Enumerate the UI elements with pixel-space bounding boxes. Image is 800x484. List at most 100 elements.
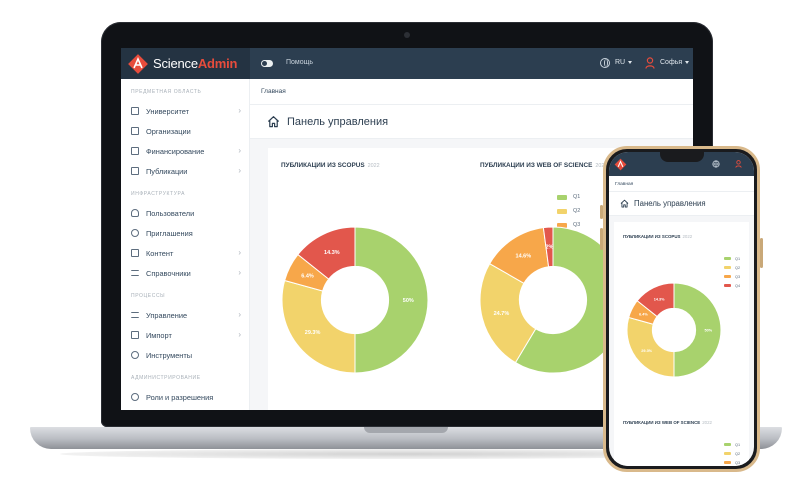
user-icon[interactable]	[735, 160, 742, 168]
slice-label-q4: 14.3%	[324, 250, 340, 256]
legend-item-q3[interactable]: Q3	[557, 218, 580, 232]
sidebar-item-university[interactable]: Университет ›	[131, 104, 241, 118]
breadcrumb[interactable]: Главная	[250, 79, 693, 105]
sliders-icon	[131, 312, 139, 318]
chevron-right-icon: ›	[238, 268, 241, 277]
logo-icon	[128, 53, 148, 74]
sidebar-item-roles[interactable]: Роли и разрешения	[131, 390, 241, 404]
globe-icon[interactable]	[600, 58, 610, 68]
slice-label-q3: 6.4%	[639, 313, 648, 317]
slice-q4[interactable]	[542, 226, 554, 268]
breadcrumb[interactable]: Главная	[609, 176, 754, 192]
sidebar-item-content[interactable]: Контент ›	[131, 246, 241, 260]
publication-icon	[131, 167, 139, 175]
globe-icon[interactable]	[712, 160, 720, 168]
phone-notch	[660, 152, 704, 162]
scopus-donut-chart-mobile: 50% 29.3% 6.4% 14.3%	[626, 282, 722, 378]
user-name: Софья	[660, 59, 683, 66]
chart-legend: Q1 Q2 Q3 Q4	[724, 254, 740, 290]
building-icon	[131, 127, 139, 135]
chart-title-scopus: ПУБЛИКАЦИИ ИЗ SCOPUS 2022	[281, 162, 380, 169]
sidebar-section-title: ПРЕДМЕТНАЯ ОБЛАСТЬ	[131, 89, 202, 95]
slice-label-q2: 29.3%	[305, 330, 321, 336]
chart-title-wos: ПУБЛИКАЦИИ ИЗ WEB OF SCIENCE 2022	[480, 162, 608, 169]
language-label: RU	[615, 59, 626, 66]
logo-icon[interactable]	[614, 158, 627, 171]
chevron-right-icon: ›	[238, 330, 241, 339]
chevron-down-icon	[628, 60, 633, 64]
slice-label-q2: 29.3%	[641, 349, 652, 353]
at-icon	[131, 229, 139, 237]
slice-label-q1: 50%	[403, 298, 414, 304]
legend-item-q2[interactable]: Q2	[557, 204, 580, 218]
slice-q1[interactable]	[354, 226, 429, 374]
sidebar-item-publications[interactable]: Публикации ›	[131, 164, 241, 178]
language-selector[interactable]: RU	[615, 59, 633, 66]
university-icon	[131, 107, 139, 115]
legend-item-q4[interactable]: Q4	[724, 281, 740, 290]
slice-q2[interactable]	[281, 279, 356, 374]
page-header: Панель управления	[609, 192, 754, 216]
chevron-right-icon: ›	[238, 146, 241, 155]
help-link[interactable]: Помощь	[286, 59, 314, 66]
wrench-icon	[131, 351, 139, 359]
legend-item-q2[interactable]: Q2	[724, 263, 740, 272]
import-icon	[131, 331, 139, 339]
sidebar-toggle-icon[interactable]	[261, 60, 273, 67]
scopus-donut-chart: 50% 29.3% 6.4% 14.3%	[281, 226, 429, 374]
slice-label-q3: 6.4%	[301, 274, 314, 280]
sidebar-section-title: ПРОЦЕССЫ	[131, 293, 166, 299]
user-icon[interactable]	[645, 57, 655, 69]
sidebar-section-title: АДМИНИСТРИРОВАНИЕ	[131, 375, 201, 381]
legend-item-q2[interactable]: Q2	[724, 449, 740, 458]
page-title: Панель управления	[287, 115, 389, 128]
sidebar-item-users[interactable]: Пользователи	[131, 206, 241, 220]
slice-label-q4: 2%	[546, 245, 554, 251]
page-header: Панель управления	[250, 105, 693, 139]
chart-title-scopus: ПУБЛИКАЦИИ ИЗ SCOPUS 2022	[623, 234, 693, 239]
chart-title-wos: ПУБЛИКАЦИИ ИЗ WEB OF SCIENCE 2022	[623, 420, 712, 425]
slice-q4[interactable]	[636, 282, 675, 318]
home-icon	[267, 116, 280, 128]
chevron-right-icon: ›	[238, 106, 241, 115]
camera	[404, 32, 410, 38]
chevron-right-icon: ›	[238, 248, 241, 257]
chart-legend: Q1 Q2 Q3	[724, 440, 740, 466]
brand-name-part1: Science	[153, 56, 198, 71]
sidebar-item-organizations[interactable]: Организации	[131, 124, 241, 138]
legend-item-q3[interactable]: Q3	[724, 272, 740, 281]
slice-q2[interactable]	[626, 316, 675, 378]
wos-donut-chart: 524.7%14.6%2%	[479, 226, 627, 374]
laptop-screen: ScienceAdmin Помощь RU Софья ПРЕДМЕТНАЯ …	[121, 48, 693, 410]
home-icon	[620, 199, 629, 208]
key-icon	[131, 393, 139, 401]
brand-logo[interactable]: ScienceAdmin	[121, 48, 250, 79]
legend-item-q3[interactable]: Q3	[724, 458, 740, 466]
sidebar: ПРЕДМЕТНАЯ ОБЛАСТЬ Университет › Организа…	[121, 79, 250, 410]
slice-q1[interactable]	[673, 282, 722, 378]
sidebar-item-invitations[interactable]: Приглашения	[131, 226, 241, 240]
legend-item-q1[interactable]: Q1	[724, 440, 740, 449]
slice-q2[interactable]	[479, 262, 537, 364]
slice-label-q3: 14.6%	[516, 254, 532, 260]
sidebar-item-tools[interactable]: Инструменты	[131, 348, 241, 362]
phone-screen: Главная Панель управления ПУБЛИКАЦИИ ИЗ …	[609, 152, 754, 466]
money-icon	[131, 147, 139, 155]
users-icon	[131, 209, 139, 217]
page-title: Панель управления	[634, 199, 706, 208]
chevron-right-icon: ›	[238, 166, 241, 175]
brand-name-part2: Admin	[197, 56, 238, 71]
slice-label-q4: 14.3%	[654, 297, 665, 301]
sidebar-item-funding[interactable]: Финансирование ›	[131, 144, 241, 158]
sidebar-item-management[interactable]: Управление ›	[131, 308, 241, 322]
sidebar-item-import[interactable]: Импорт ›	[131, 328, 241, 342]
list-icon	[131, 270, 139, 276]
legend-item-q1[interactable]: Q1	[557, 190, 580, 204]
slice-q4[interactable]	[297, 226, 356, 280]
sidebar-section-title: ИНФРАСТРУКТУРА	[131, 191, 186, 197]
user-menu[interactable]: Софья	[660, 59, 690, 66]
legend-item-q1[interactable]: Q1	[724, 254, 740, 263]
top-navbar: ScienceAdmin Помощь RU Софья	[121, 48, 693, 79]
sidebar-item-directories[interactable]: Справочники ›	[131, 266, 241, 280]
